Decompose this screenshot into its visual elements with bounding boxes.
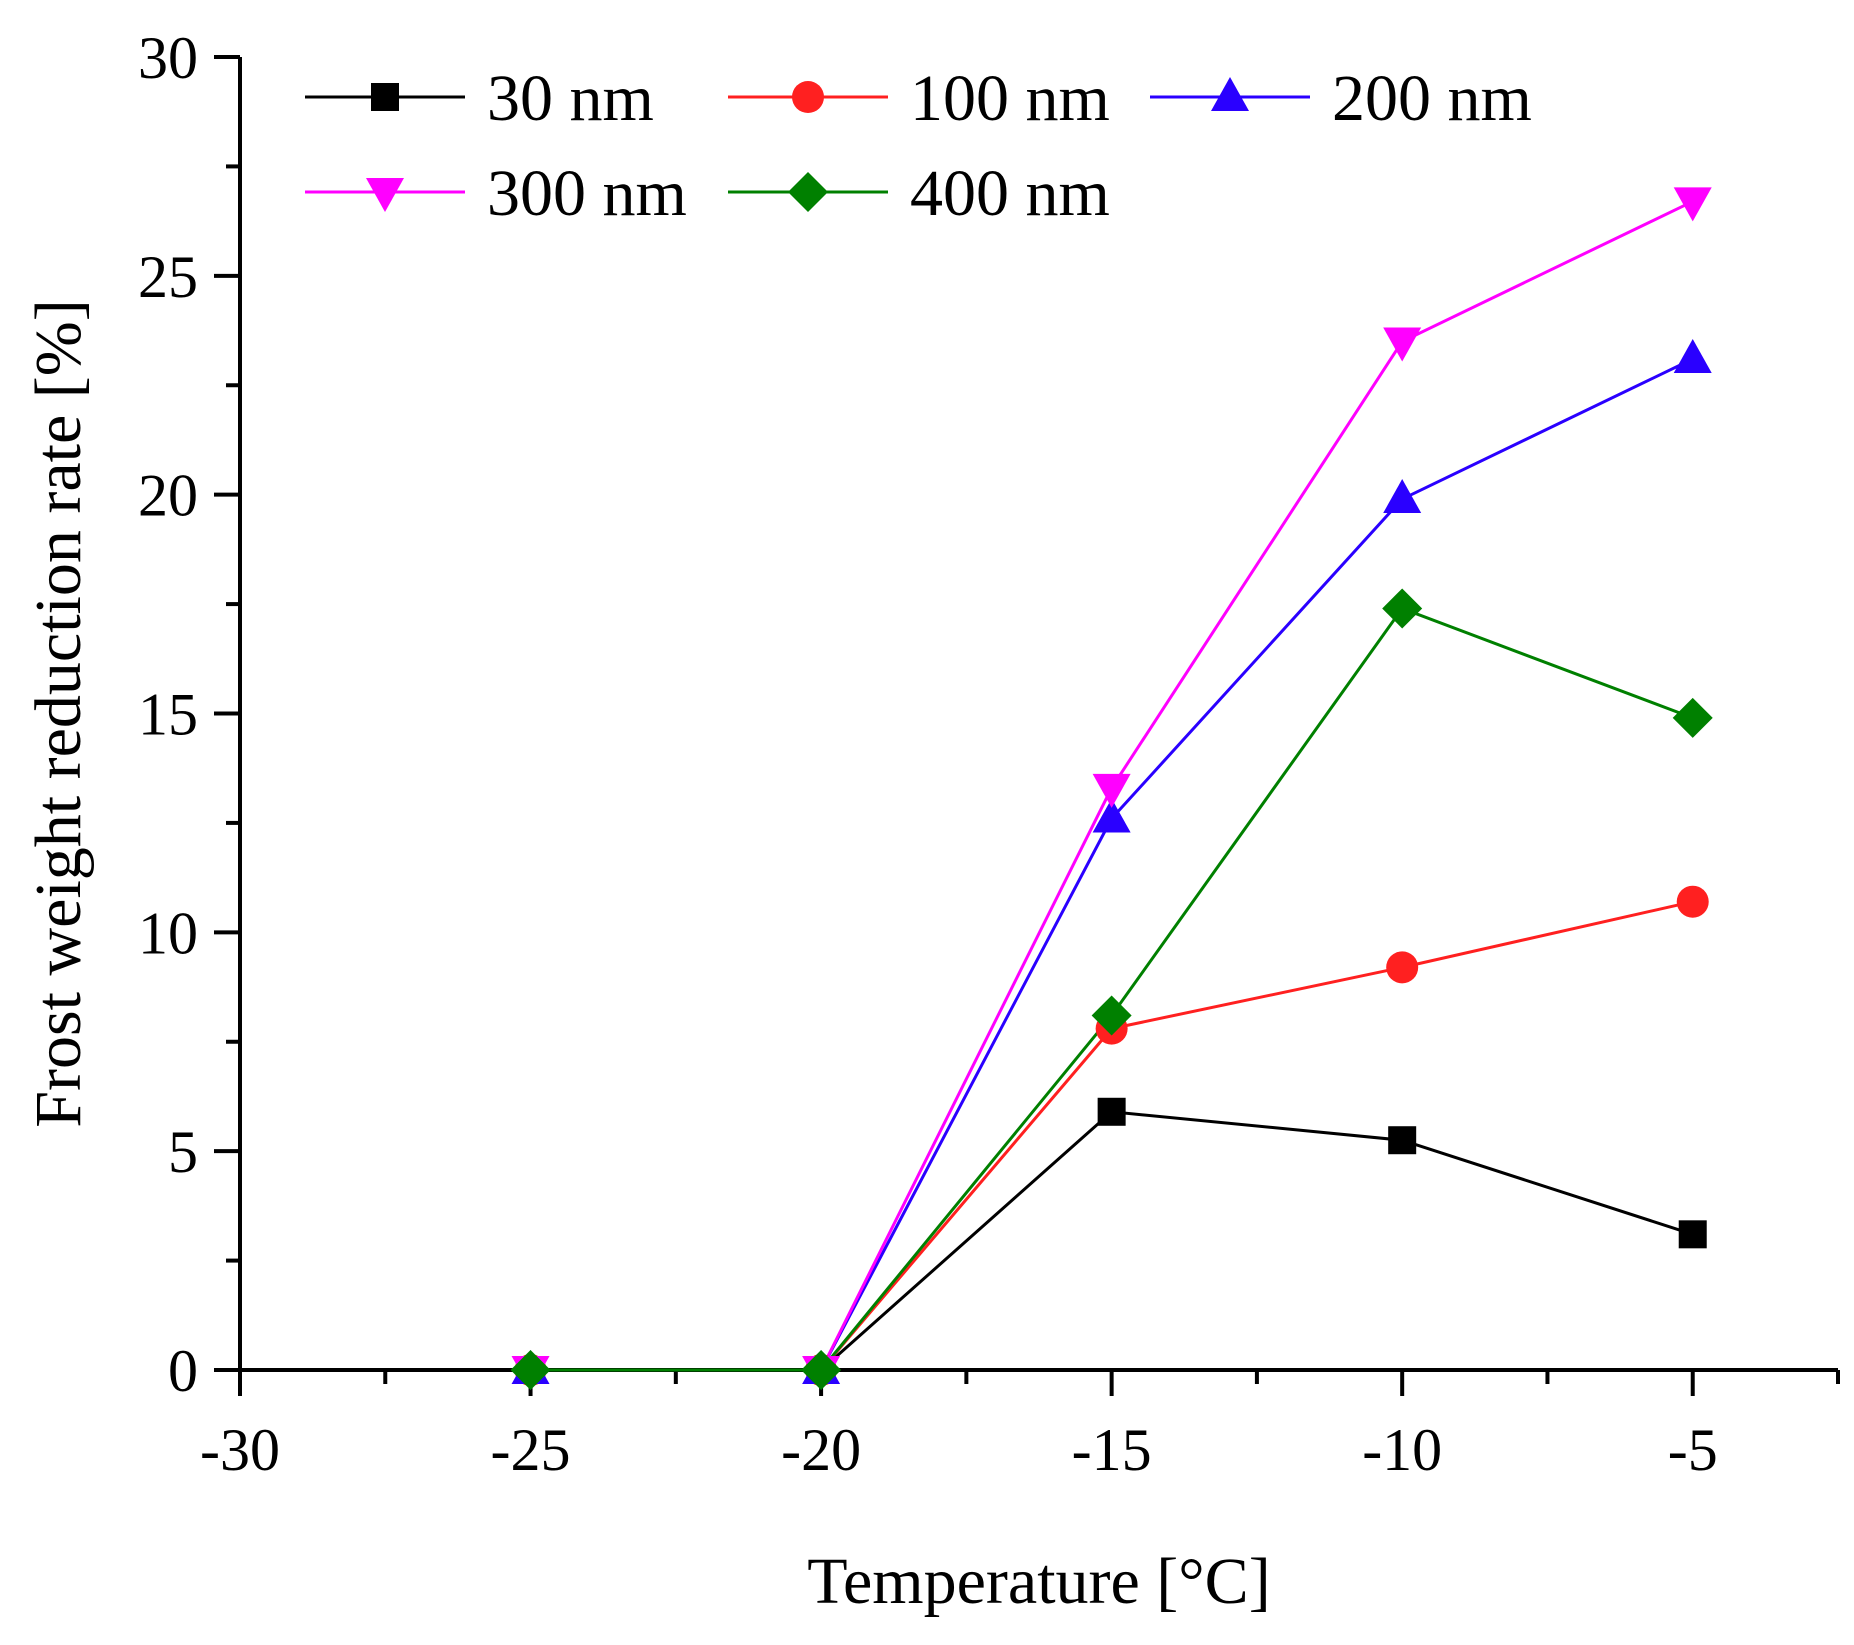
x-tick-label: -15 <box>1072 1417 1152 1483</box>
data-point-4-3 <box>1382 588 1423 629</box>
x-tick-label: -30 <box>200 1417 280 1483</box>
x-tick-label: -10 <box>1362 1417 1442 1483</box>
series-line-2 <box>530 357 1694 1372</box>
series-line-4 <box>530 606 1694 1372</box>
data-point-4-4 <box>1672 697 1713 738</box>
x-axis-title: Temperature [°C] <box>807 1545 1270 1618</box>
legend-marker-1 <box>792 81 824 113</box>
y-axis-title: Frost weight reduction rate [%] <box>22 299 95 1127</box>
data-point-1-3 <box>1386 951 1419 984</box>
data-point-0-4 <box>1678 1220 1707 1249</box>
data-point-2-3 <box>1383 479 1422 514</box>
legend: 30 nm 100 nm 200 nm 300 nm 400 nm <box>305 62 1532 230</box>
legend-label-3: 300 nm <box>487 157 687 230</box>
legend-marker-3 <box>366 178 404 212</box>
legend-label-1: 100 nm <box>910 62 1110 135</box>
y-tick-label: 15 <box>138 682 198 748</box>
y-tick-label: 0 <box>168 1338 198 1404</box>
data-point-0-3 <box>1388 1126 1417 1155</box>
legend-label-2: 200 nm <box>1332 62 1532 135</box>
data-point-3-3 <box>1383 327 1422 362</box>
y-tick-label: 5 <box>168 1119 198 1185</box>
data-point-3-4 <box>1673 187 1712 222</box>
y-tick-label: 20 <box>138 463 198 529</box>
legend-marker-4 <box>788 172 828 212</box>
data-point-2-2 <box>1092 798 1131 833</box>
series-markers <box>510 187 1713 1390</box>
series-line-1 <box>530 900 1694 1372</box>
x-tick-label: -25 <box>491 1417 571 1483</box>
data-point-1-4 <box>1676 885 1709 918</box>
x-tick-label: -20 <box>781 1417 861 1483</box>
x-tick-label: -5 <box>1668 1417 1718 1483</box>
data-point-4-2 <box>1091 995 1132 1036</box>
legend-marker-0 <box>371 83 399 111</box>
data-point-0-2 <box>1097 1097 1126 1126</box>
y-tick-label: 30 <box>138 25 198 91</box>
data-point-3-2 <box>1092 773 1131 808</box>
series-line-0 <box>530 1110 1694 1372</box>
data-point-4-1 <box>801 1350 842 1390</box>
y-tick-label: 10 <box>138 900 198 966</box>
axes: -30 -25 -20 -15 -10 -5 0 5 10 15 20 25 30 <box>138 25 1840 1483</box>
y-tick-label: 25 <box>138 244 198 310</box>
legend-label-0: 30 nm <box>487 62 654 135</box>
legend-marker-2 <box>1211 77 1249 111</box>
legend-label-4: 400 nm <box>910 157 1110 230</box>
data-point-2-4 <box>1673 338 1712 373</box>
data-point-4-0 <box>510 1350 551 1390</box>
